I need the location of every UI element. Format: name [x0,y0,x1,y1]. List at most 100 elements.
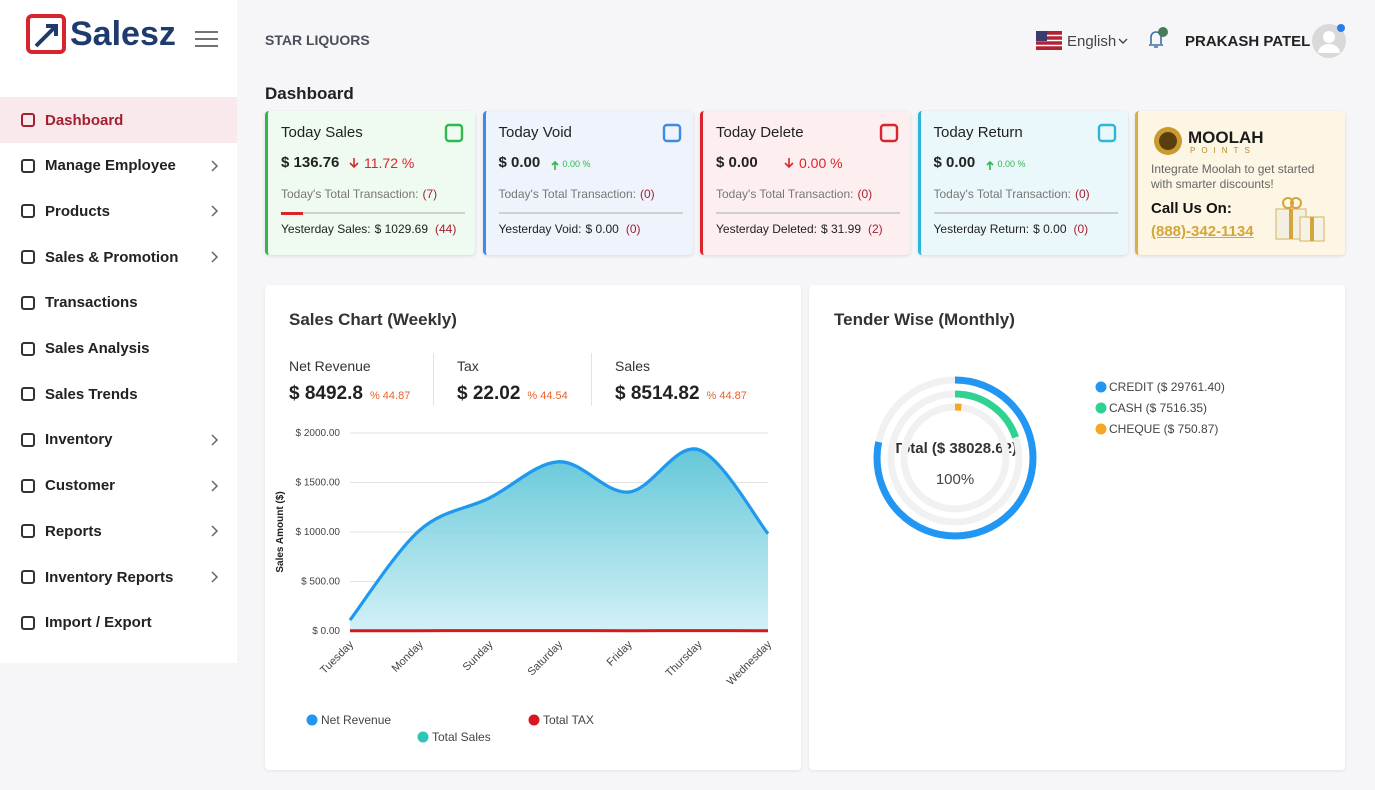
summary-amount: $ 8514.82 [615,383,700,404]
card-yesterday: Yesterday Deleted: $ 31.99 (2) [716,222,883,236]
menu-item[interactable]: Sales Analysis [0,326,237,372]
sales-chart: $ 0.00 $ 500.00 $ 1000.00 $ 1500.00 $ 2000.0… [275,428,774,744]
change-arrow [985,160,994,170]
logo-text: Salesz [70,15,176,53]
menu-chevron [211,480,219,492]
promo-phone[interactable]: (888)-342-1134 [1151,223,1254,240]
menu-chevron [211,571,219,583]
menu-chevron-shape [211,480,219,492]
x-tick-label: Friday [605,638,635,668]
menu-item[interactable]: Customer [0,463,237,509]
y-axis-label: Sales Amount ($) [275,491,286,572]
menu-chevron [211,525,219,537]
menu-item[interactable]: Products [0,188,237,234]
menu-chevron-shape [211,205,219,217]
logo-icon [26,14,66,54]
card-icon [1097,123,1116,143]
menu-label: Sales Analysis [45,340,150,357]
change-arrow-shape [784,158,794,169]
menu-toggle[interactable] [194,30,220,50]
summary-value: $ 8514.82 % 44.87 [615,383,747,405]
menu-icon [21,432,35,447]
menu-label: Reports [45,522,102,540]
legend-label[interactable]: CREDIT ($ 29761.40) [1109,380,1225,394]
card-divider [498,212,683,214]
menu-item[interactable]: Manage Employee [0,143,237,189]
avatar[interactable] [1310,22,1350,62]
menu-item[interactable]: Import / Export [0,600,237,646]
promo-card: MOOLAH POINTS Integrate Moolah to get st… [1135,111,1345,255]
legend-label[interactable]: CASH ($ 7516.35) [1109,401,1207,415]
yesterday-count: (44) [435,222,457,236]
legend-label[interactable]: CHEQUE ($ 750.87) [1109,422,1218,436]
menu-icon-shape [21,204,35,219]
menu-icon [21,387,35,402]
menu-item[interactable]: Inventory [0,417,237,463]
card-yesterday: Yesterday Return: $ 0.00 (0) [934,222,1089,236]
change-arrow [349,158,359,169]
menu-item[interactable]: Sales & Promotion [0,234,237,280]
x-tick-label: Sunday [461,638,496,673]
menu-item[interactable]: Reports [0,508,237,554]
menu-icon-shape [21,113,35,127]
summary-label: Sales [615,358,651,374]
menu-item[interactable]: Sales Trends [0,371,237,417]
menu-chevron [211,205,219,217]
transactions-count: (7) [422,187,438,201]
card-divider [933,212,1118,214]
menu-icon-shape [21,158,35,173]
card-divider [716,212,900,214]
yesterday-count: (0) [625,222,641,236]
legend-marker [417,731,429,743]
y-tick-label: $ 1000.00 [296,527,341,538]
summary-change: % 44.87 [706,390,747,402]
menu-icon-shape [21,570,35,584]
flag[interactable] [1036,31,1062,50]
stat-card: Today Void $ 0.00 0.00 % Today's Total Tran… [482,111,693,255]
menu-label: Sales Trends [45,385,138,403]
menu-icon [21,295,35,310]
menu-label: Manage Employee [45,157,176,175]
card-yesterday: Yesterday Sales: $ 1029.69 (44) [281,222,456,236]
card-transactions: Today's Total Transaction: (7) [281,187,437,201]
card-title: Today Delete [716,124,804,141]
yesterday-label: Yesterday Deleted: [716,222,817,236]
language[interactable]: English [1067,33,1117,50]
legend-label[interactable]: Total Sales [432,730,491,744]
menu-item[interactable]: Dashboard [0,97,237,143]
legend-label[interactable]: Total TAX [543,713,594,727]
promo-text: Integrate Moolah to get started with sma… [1151,162,1315,191]
user-name[interactable]: PRAKASH PATEL [1185,33,1311,50]
menu-label: Products [45,202,111,220]
menu-chevron-shape [211,571,219,583]
menu-label: Import / Export [45,614,152,632]
tender-percent: 100% [936,471,974,488]
menu-item[interactable]: Inventory Reports [0,554,237,600]
tender-total: Total ($ 38028.62) [893,440,1017,457]
menu-icon-shape [21,615,35,630]
yesterday-count: (0) [1073,222,1089,236]
legend-label[interactable]: Net Revenue [321,713,391,727]
language-caret [1118,38,1128,44]
stat-card: Today Return $ 0.00 0.00 % Today's Total Tr… [917,111,1128,255]
promo-call: Call Us On: [1151,200,1232,217]
menu-chevron [211,434,219,446]
summary-value: $ 8492.8 % 44.87 [289,383,410,405]
legend-marker [1095,423,1107,435]
menu-item[interactable]: Transactions [0,280,237,326]
summary-label: Net Revenue [289,358,371,374]
stat-card: Today Delete $ 0.00 0.00 % Today's Total Tr… [700,111,910,255]
yesterday-label: Yesterday Void: [498,222,582,236]
menu-icon-shape [21,341,35,356]
card-icon-shape [879,123,899,143]
gift-icon [1275,197,1325,242]
yesterday-amount: $ 1029.69 [374,222,429,236]
x-tick-label: Saturday [526,638,566,678]
menu-icon [21,204,35,219]
sales-chart-panel: Sales Chart (Weekly) $ 0.00 $ 500.00 $ 100… [265,285,801,770]
change-arrow [784,158,794,169]
notification-bell[interactable] [1144,24,1172,52]
y-tick-label: $ 1500.00 [296,478,341,489]
card-change: 11.72 % [364,155,415,171]
